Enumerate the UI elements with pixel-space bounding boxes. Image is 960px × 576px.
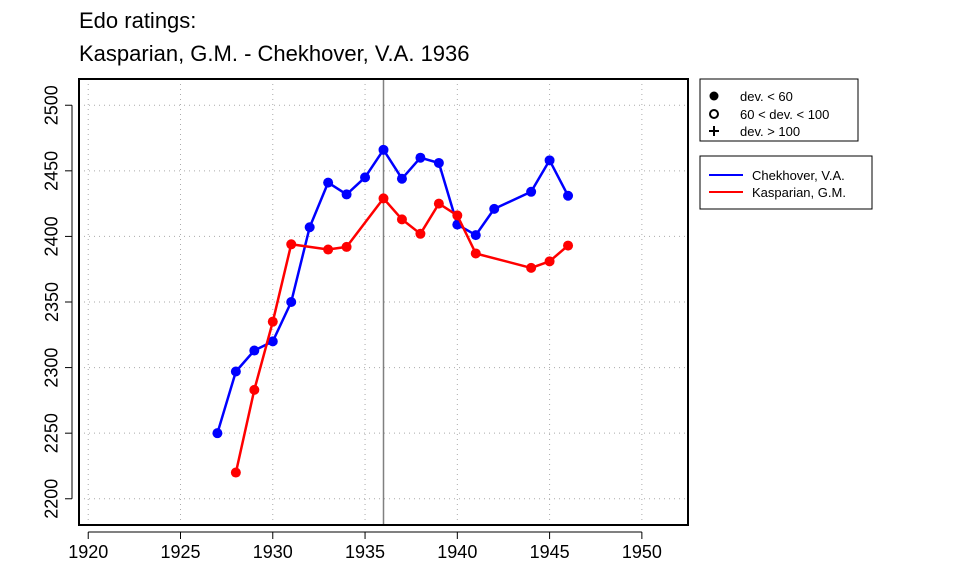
filled-circle-icon (709, 91, 719, 101)
data-point (526, 262, 537, 273)
data-point (360, 172, 371, 183)
y-tick-label: 2450 (42, 151, 62, 191)
y-tick-label: 2500 (42, 85, 62, 125)
open-circle-icon (709, 109, 719, 119)
y-tick-label: 2350 (42, 282, 62, 322)
data-point (267, 316, 278, 327)
data-point (470, 230, 481, 241)
x-axis: 1920 1925 1930 1935 1940 1945 1950 (68, 531, 662, 562)
y-axis: 2200 2250 2300 2350 2400 2450 2500 (42, 85, 73, 519)
x-tick-label: 1925 (160, 542, 200, 562)
data-point (304, 222, 315, 233)
data-point (396, 173, 407, 184)
data-point (489, 203, 500, 214)
data-point (249, 384, 260, 395)
data-point (230, 366, 241, 377)
chart-title-line1: Edo ratings: (79, 8, 196, 33)
plot-frame (78, 78, 689, 526)
y-tick-label: 2400 (42, 216, 62, 256)
data-point (267, 336, 278, 347)
data-point (341, 189, 352, 200)
series-layer (212, 144, 574, 478)
data-point (341, 241, 352, 252)
data-point (452, 210, 463, 221)
data-point (212, 428, 223, 439)
series-legend-box (699, 155, 873, 210)
x-tick-label: 1950 (622, 542, 662, 562)
x-tick-label: 1945 (530, 542, 570, 562)
legend-label-chekhover: Chekhover, V.A. (752, 168, 845, 183)
data-point (526, 186, 537, 197)
chart-title-line2: Kasparian, G.M. - Chekhover, V.A. 1936 (79, 41, 470, 66)
data-point (415, 228, 426, 239)
y-tick-label: 2200 (42, 479, 62, 519)
data-point (230, 467, 241, 478)
data-point (286, 297, 297, 307)
data-point (544, 256, 555, 267)
data-point (396, 214, 407, 225)
data-point (323, 244, 334, 255)
data-point (378, 144, 389, 155)
series-line-1 (234, 197, 569, 473)
x-tick-label: 1920 (68, 542, 108, 562)
data-point (323, 177, 334, 188)
data-point (563, 190, 574, 201)
data-point (563, 240, 574, 251)
series-line-0 (216, 148, 570, 434)
marker-legend-label-2: 60 < dev. < 100 (740, 107, 829, 122)
marker-legend-label-1: dev. < 60 (740, 89, 793, 104)
data-point (415, 152, 426, 163)
x-tick-label: 1935 (345, 542, 385, 562)
data-point (433, 198, 444, 209)
data-point (470, 248, 481, 259)
data-point (544, 155, 555, 166)
x-tick-label: 1940 (437, 542, 477, 562)
y-tick-label: 2300 (42, 348, 62, 388)
marker-legend: dev. < 60 60 < dev. < 100 dev. > 100 (699, 78, 859, 142)
data-point (433, 157, 444, 168)
series-legend: Chekhover, V.A. Kasparian, G.M. (699, 155, 873, 210)
y-tick-label: 2250 (42, 413, 62, 453)
data-point (286, 239, 297, 250)
marker-legend-box (699, 78, 859, 142)
data-point (378, 193, 389, 204)
data-point (249, 345, 260, 356)
x-tick-label: 1930 (253, 542, 293, 562)
legend-label-kasparian: Kasparian, G.M. (752, 185, 846, 200)
marker-legend-label-3: dev. > 100 (740, 124, 800, 139)
